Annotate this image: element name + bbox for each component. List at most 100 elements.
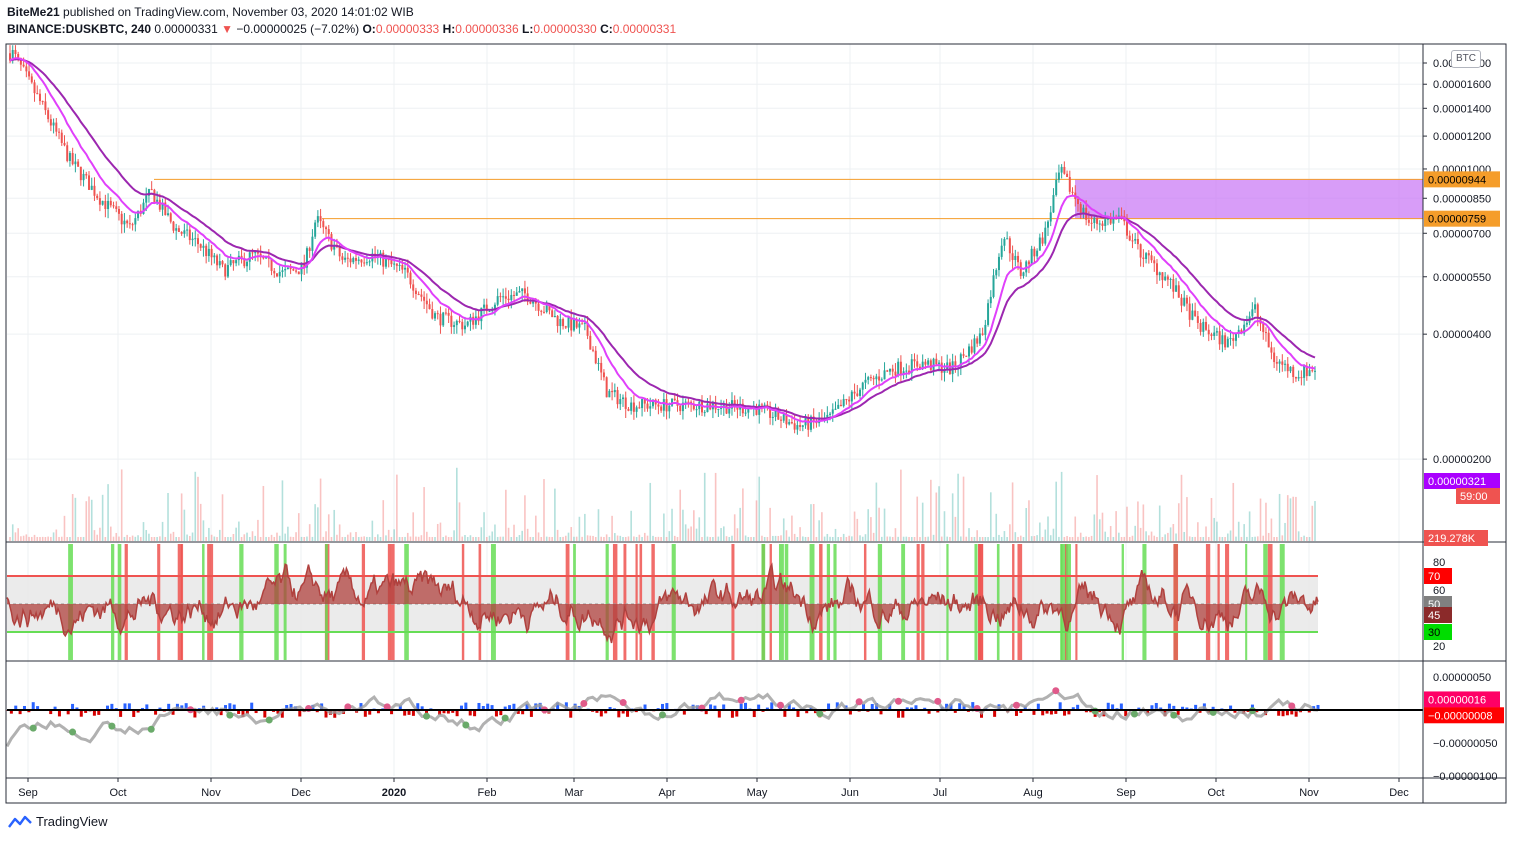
price-axis[interactable]: 0.000018000.000016000.000014000.00001200… [1423, 58, 1500, 546]
candle-body [434, 313, 437, 319]
osc-histogram-bar [709, 704, 713, 710]
volume-bar [153, 537, 156, 541]
candle-body [447, 312, 450, 316]
volume-bar [722, 526, 725, 541]
volume-bar [360, 536, 363, 541]
volume-bar [570, 527, 573, 541]
candle-body [785, 414, 788, 425]
volume-bar [118, 536, 120, 541]
osc-histogram-bar [862, 704, 866, 710]
candle-body [1131, 240, 1134, 242]
volume-bar [769, 507, 771, 541]
candle-body [436, 313, 439, 315]
oscillator-axis[interactable]: 0.00000050 −0.00000050 −0.00000100 0.000000… [1424, 672, 1504, 783]
candle-body [1036, 250, 1039, 257]
osc-histogram-bar [1106, 702, 1110, 710]
osc-histogram-bar [910, 707, 914, 710]
candle-body [1303, 365, 1306, 378]
candle-body [387, 259, 390, 261]
osc-histogram-bar [1255, 710, 1259, 713]
candle-body [395, 263, 398, 266]
volume-bar [289, 536, 292, 541]
candle-body [616, 390, 619, 405]
time-tick-label: May [747, 787, 768, 799]
close-value: 0.00000331 [612, 22, 677, 36]
candle-body [1096, 218, 1099, 224]
candle-body [981, 333, 984, 335]
volume-bar [1074, 516, 1077, 541]
rsi-signal-bar [210, 544, 214, 660]
osc-marker [1288, 702, 1296, 710]
volume-bar [1153, 535, 1156, 541]
volume-bar [1044, 529, 1047, 541]
grid-lines [7, 44, 1423, 776]
volume-bar [322, 536, 325, 541]
rsi-value-label-bg [1424, 607, 1452, 623]
volume-bar [110, 526, 112, 541]
candle-body [1229, 338, 1232, 340]
osc-histogram-bar [71, 703, 75, 710]
volume-bar [412, 512, 415, 541]
candle-body [987, 303, 990, 325]
volume-bar [633, 536, 635, 541]
candle-body [256, 252, 259, 254]
candle-body [466, 321, 469, 326]
candle-body [11, 49, 14, 61]
candle-body [635, 407, 638, 412]
rsi-axis[interactable]: 806050402070504530 [1424, 557, 1452, 653]
volume-bar [1123, 536, 1126, 541]
osc-histogram-bar [1089, 710, 1093, 713]
candle-body [425, 300, 428, 305]
candle-body [878, 376, 881, 381]
resistance-high-label: 0.00000944 [1428, 174, 1486, 186]
candle-body [782, 414, 785, 421]
osc-histogram-bar [1063, 710, 1067, 716]
candle-body [1286, 363, 1289, 372]
author-name[interactable]: BiteMe21 [7, 5, 60, 19]
osc-marker [855, 698, 863, 706]
volume-bar [186, 534, 188, 541]
symbol-label[interactable]: BINANCE:DUSKBTC, 240 [7, 22, 152, 36]
candle-body [1106, 218, 1109, 220]
osc-marker [894, 697, 902, 705]
osc-histogram-bar [22, 705, 26, 710]
high-value: 0.00000336 [455, 22, 519, 36]
candle-body [908, 370, 911, 373]
osc-histogram-bar [1111, 704, 1115, 710]
candle-body [207, 248, 210, 257]
osc-histogram-bar [53, 706, 57, 710]
currency-badge[interactable]: BTC [1451, 50, 1481, 68]
rsi-lower-label-bg [1424, 624, 1452, 640]
candle-body [970, 346, 973, 353]
candle-body [180, 232, 183, 234]
candle-body [153, 189, 156, 204]
time-tick-label: Nov [1299, 787, 1319, 799]
osc-histogram-bar [363, 710, 367, 717]
osc-marker [1130, 710, 1138, 718]
time-axis[interactable]: Sep Oct Nov Dec 2020 Feb Mar Apr May Jun Jul Aug Sep… [18, 778, 1409, 799]
osc-histogram-bar [1167, 703, 1171, 710]
tradingview-logo[interactable]: TradingView [8, 814, 108, 829]
volume-bar [829, 536, 831, 541]
volume-bar [905, 536, 908, 541]
rsi-tick-label: 80 [1433, 557, 1445, 569]
osc-histogram-bar [617, 710, 621, 718]
candle-body [1038, 237, 1041, 251]
candle-body [210, 248, 213, 258]
volume-bar [1041, 537, 1044, 541]
candle-body [499, 296, 502, 298]
volume-bar [1033, 536, 1036, 541]
candle-body [632, 402, 635, 412]
volume-bar [450, 536, 453, 541]
volume-bar [1306, 536, 1308, 541]
publish-line: BiteMe21 published on TradingView.com, N… [7, 5, 414, 19]
osc-histogram-bar [289, 704, 293, 710]
rsi-signal-bar [651, 544, 655, 660]
volume-bar [818, 520, 820, 541]
volume-bar [1254, 536, 1256, 541]
osc-histogram-bar [245, 710, 249, 714]
candle-body [404, 267, 407, 270]
volume-bar [30, 536, 33, 541]
volume-bar [965, 536, 968, 541]
